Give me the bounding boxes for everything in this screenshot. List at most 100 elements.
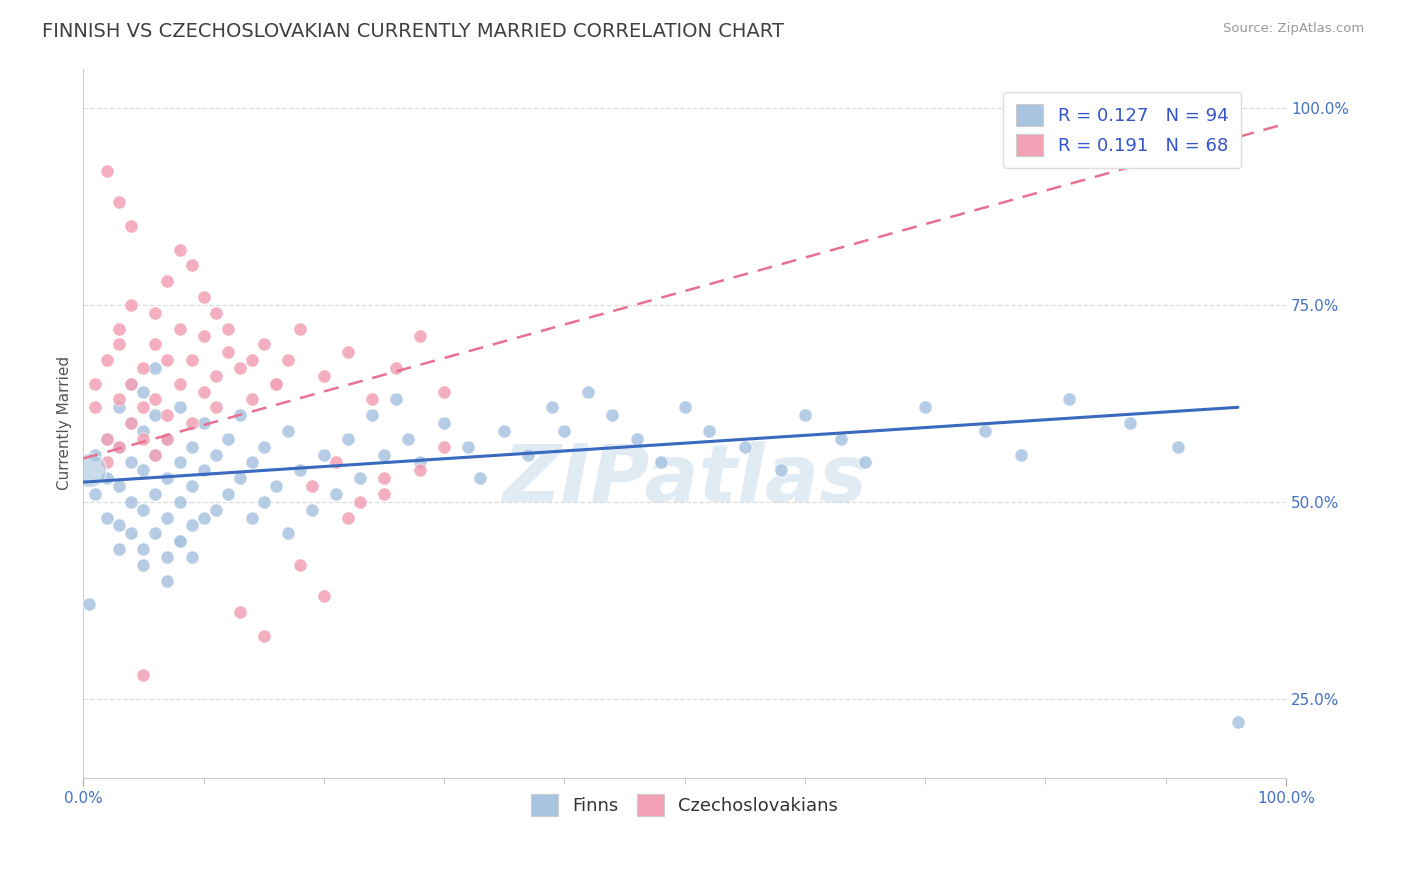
Point [361, 408, 384, 422]
Point [156, 471, 179, 485]
Point [108, 542, 131, 557]
Point [193, 416, 215, 430]
Point [373, 471, 395, 485]
Point [602, 408, 624, 422]
Point [145, 408, 167, 422]
Point [373, 487, 395, 501]
Point [769, 463, 792, 477]
Point [156, 510, 179, 524]
Point [193, 329, 215, 343]
Point [132, 463, 155, 477]
Point [84, 448, 107, 462]
Point [312, 368, 335, 383]
Point [96, 471, 118, 485]
Point [734, 440, 756, 454]
Legend: Finns, Czechoslovakians: Finns, Czechoslovakians [522, 785, 848, 825]
Point [96, 164, 118, 178]
Point [132, 668, 155, 682]
Point [217, 345, 239, 359]
Point [120, 416, 142, 430]
Point [132, 360, 155, 375]
Point [217, 487, 239, 501]
Point [264, 376, 287, 391]
Point [312, 448, 335, 462]
Point [336, 432, 359, 446]
Point [108, 401, 131, 415]
Point [79, 597, 101, 611]
Point [1059, 392, 1081, 407]
Point [253, 495, 276, 509]
Point [470, 471, 492, 485]
Point [277, 424, 299, 438]
Text: Source: ZipAtlas.com: Source: ZipAtlas.com [1223, 22, 1364, 36]
Point [132, 542, 155, 557]
Point [578, 384, 600, 399]
Point [204, 448, 226, 462]
Point [228, 605, 250, 619]
Point [180, 440, 202, 454]
Point [169, 534, 191, 549]
Point [120, 376, 142, 391]
Point [626, 432, 648, 446]
Point [433, 440, 456, 454]
Point [974, 424, 997, 438]
Point [385, 360, 408, 375]
Point [169, 534, 191, 549]
Point [409, 455, 432, 469]
Point [145, 487, 167, 501]
Point [325, 455, 347, 469]
Point [120, 416, 142, 430]
Point [108, 479, 131, 493]
Point [169, 401, 191, 415]
Point [193, 510, 215, 524]
Point [204, 306, 226, 320]
Point [180, 549, 202, 564]
Point [253, 629, 276, 643]
Point [204, 368, 226, 383]
Text: FINNISH VS CZECHOSLOVAKIAN CURRENTLY MARRIED CORRELATION CHART: FINNISH VS CZECHOSLOVAKIAN CURRENTLY MAR… [42, 22, 785, 41]
Point [132, 384, 155, 399]
Point [349, 471, 371, 485]
Point [108, 518, 131, 533]
Point [240, 510, 263, 524]
Point [108, 195, 131, 210]
Point [108, 440, 131, 454]
Point [830, 432, 852, 446]
Point [1010, 448, 1032, 462]
Point [301, 479, 323, 493]
Point [325, 487, 347, 501]
Point [301, 502, 323, 516]
Point [193, 290, 215, 304]
Point [1167, 440, 1189, 454]
Point [409, 463, 432, 477]
Point [156, 408, 179, 422]
Point [673, 401, 696, 415]
Point [264, 479, 287, 493]
Point [108, 321, 131, 335]
Point [79, 463, 101, 477]
Point [169, 243, 191, 257]
Point [288, 558, 311, 572]
Point [217, 321, 239, 335]
Point [84, 376, 107, 391]
Point [650, 455, 672, 469]
Point [264, 376, 287, 391]
Point [217, 432, 239, 446]
Point [145, 448, 167, 462]
Point [156, 432, 179, 446]
Point [132, 558, 155, 572]
Point [349, 495, 371, 509]
Point [180, 416, 202, 430]
Point [145, 306, 167, 320]
Point [156, 549, 179, 564]
Point [120, 526, 142, 541]
Point [312, 590, 335, 604]
Point [180, 353, 202, 368]
Point [120, 298, 142, 312]
Point [180, 259, 202, 273]
Point [96, 353, 118, 368]
Point [336, 510, 359, 524]
Point [132, 401, 155, 415]
Point [180, 479, 202, 493]
Point [145, 360, 167, 375]
